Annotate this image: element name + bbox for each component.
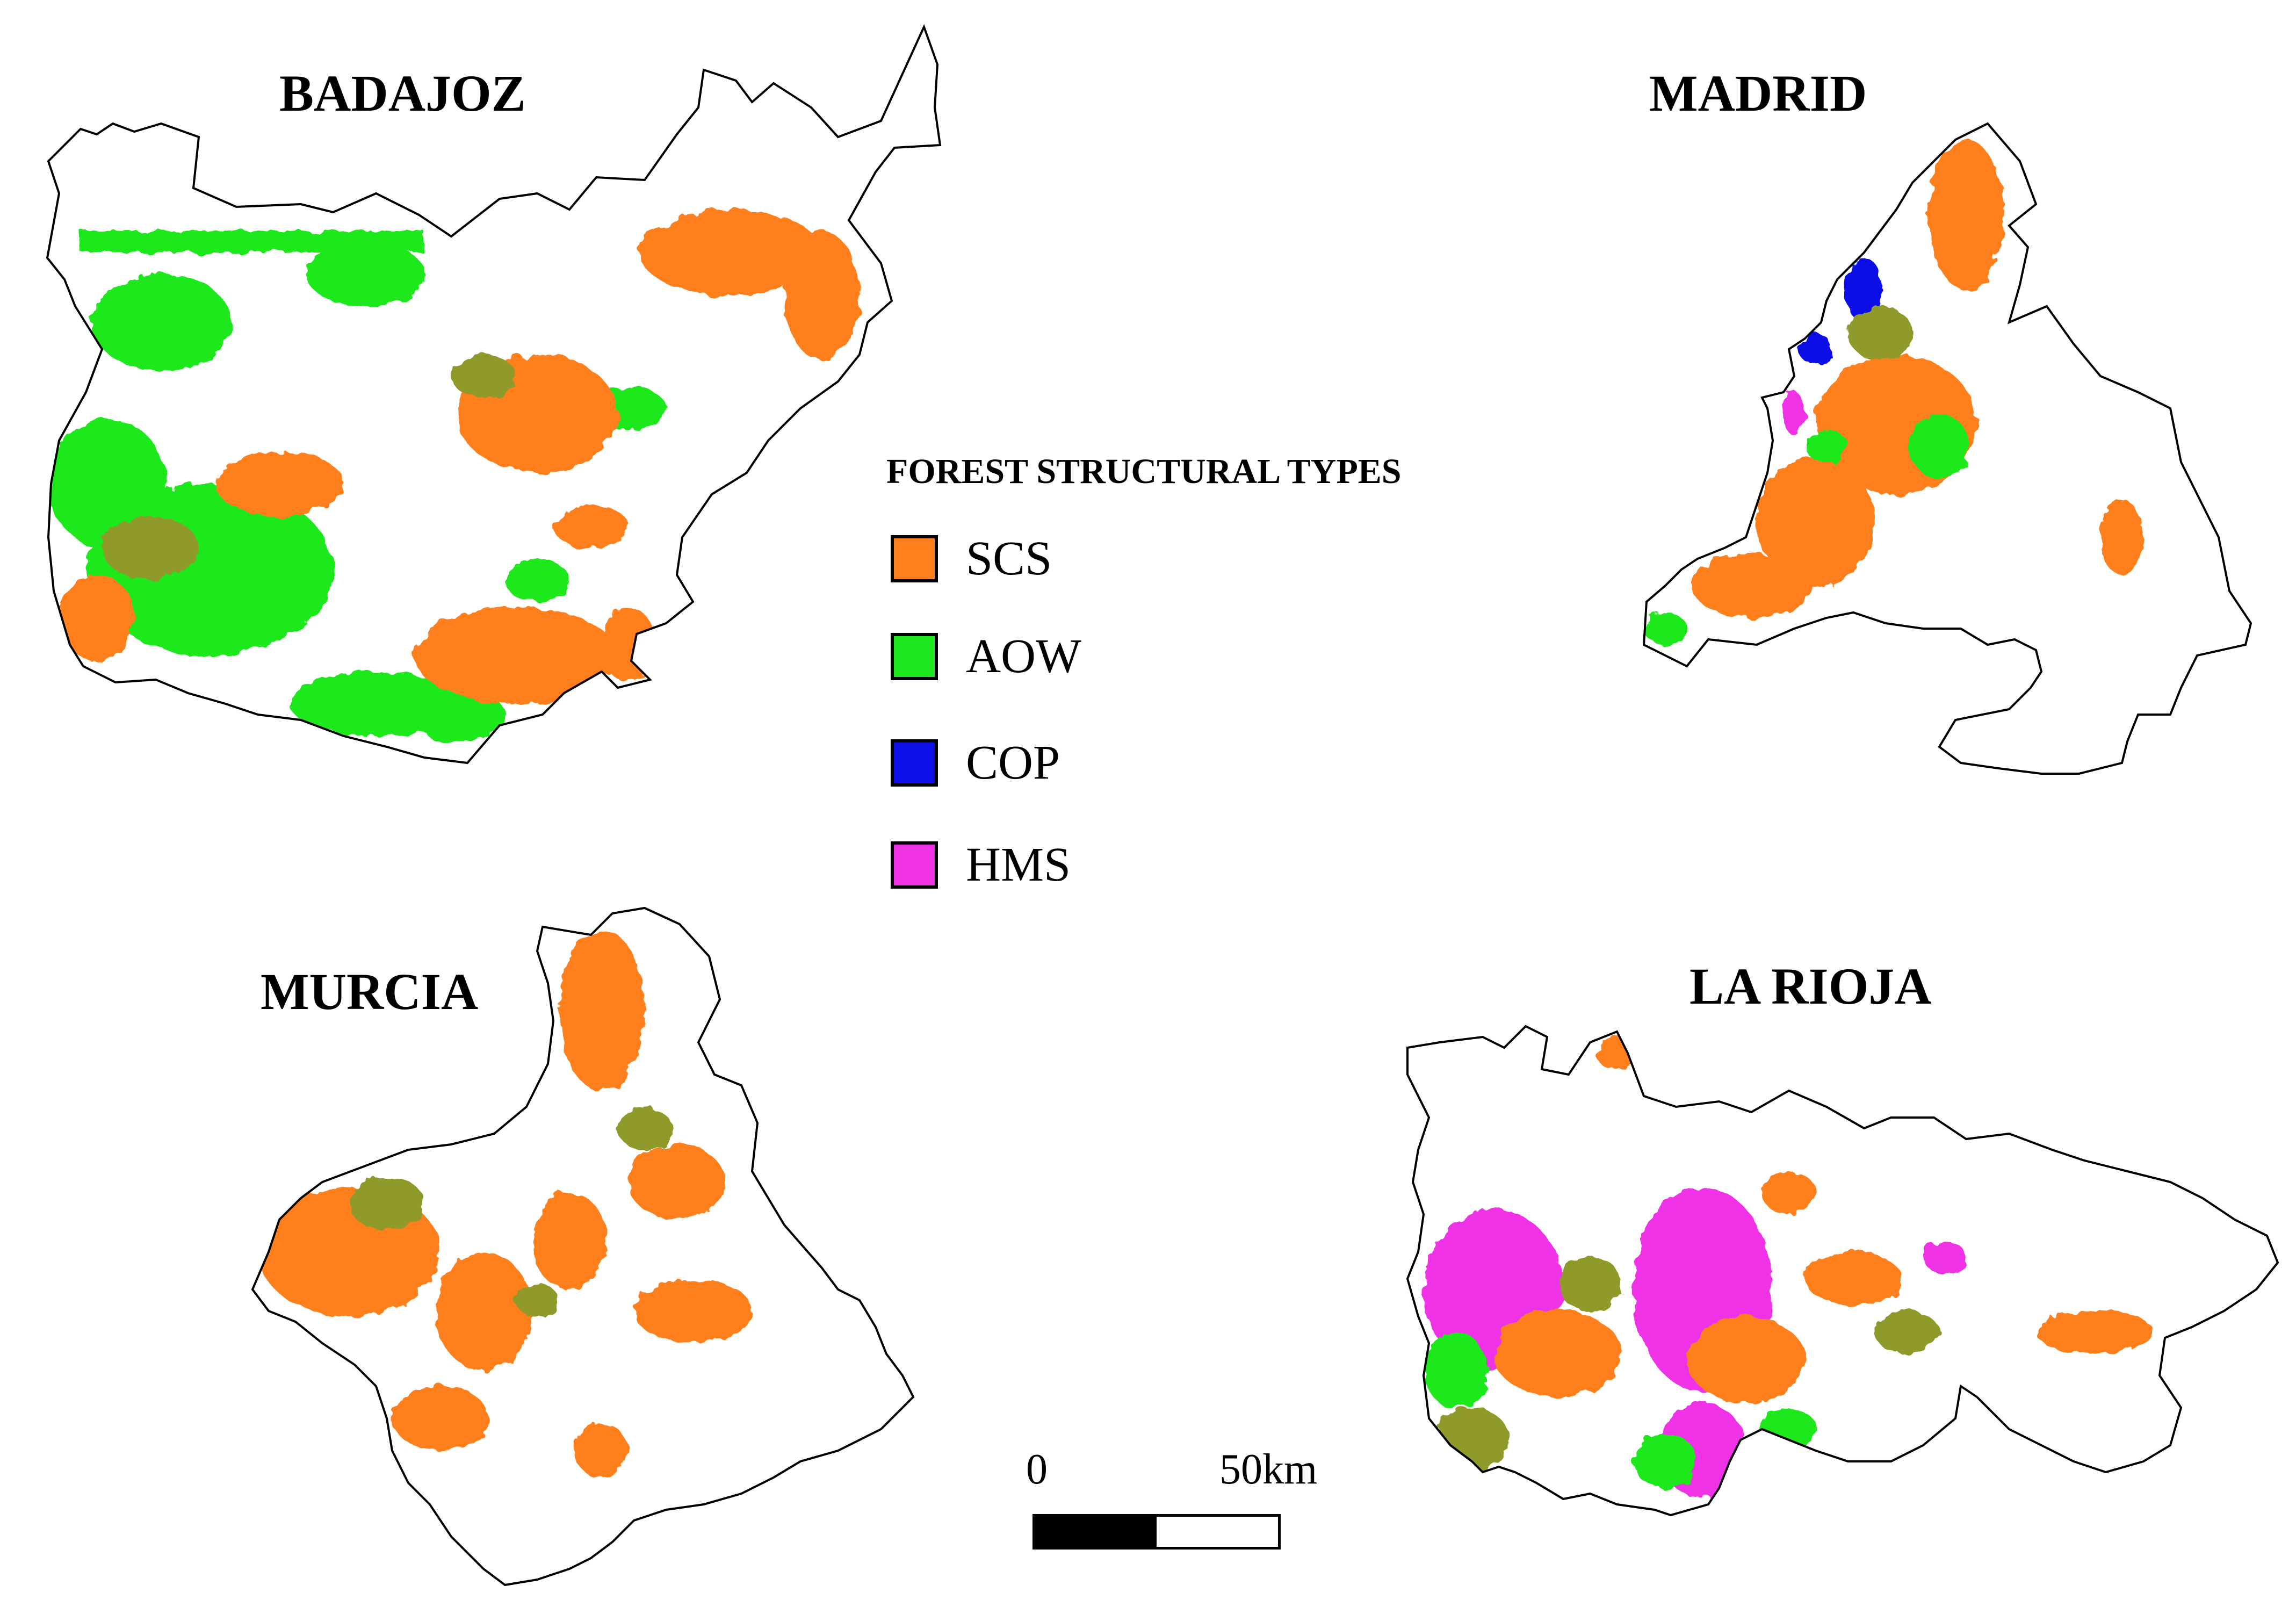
madrid-hms-patch [1784,392,1805,435]
murcia-olive-patch [349,1177,424,1230]
legend-label-hms: HMS [966,838,1071,891]
badajoz-aow-patch [505,559,569,602]
la-rioja-scs-patch [1687,1316,1805,1402]
badajoz-scs-patch [553,505,629,548]
badajoz-scs-patch [639,210,822,296]
murcia-scs-patch [435,1252,532,1370]
murcia-map [251,907,914,1586]
legend-swatch-hms [891,841,938,889]
region-title-madrid: MADRID [1649,64,1867,122]
badajoz-olive-patch [102,516,199,580]
madrid-aow-patch [1805,430,1848,462]
scale-bar-graphic [1033,1514,1281,1550]
region-title-badajoz: BADAJOZ [279,64,526,122]
legend-swatch-cop [891,739,938,787]
scale-bar: 0 50km [1026,1445,1317,1553]
madrid-scs-patch [1692,553,1810,618]
badajoz-aow-patch [91,274,231,371]
madrid-scs-patch [1929,140,2004,290]
murcia-scs-patch [634,1279,752,1343]
la-rioja-olive-patch [1875,1311,1939,1354]
la-rioja-scs-patch [1805,1252,1902,1306]
badajoz-aow-patch [408,688,505,741]
la-rioja-olive-patch [1558,1257,1622,1311]
badajoz-scs-patch [602,607,655,682]
la-rioja-aow-patch [1424,1332,1488,1408]
legend-swatch-scs [891,535,938,582]
region-title-murcia: MURCIA [261,963,479,1020]
legend-item-scs: SCS [891,531,1052,586]
legend-item-aow: AOW [891,629,1081,684]
legend-item-cop: COP [891,735,1060,790]
la-rioja-map [1406,1025,2279,1516]
la-rioja-scs-patch [1493,1311,1622,1397]
badajoz-aow-patch [306,242,424,306]
madrid-aow-patch [1644,612,1687,645]
legend-swatch-aow [891,632,938,680]
madrid-scs-patch [2100,500,2143,575]
legend-label-aow: AOW [966,630,1081,683]
murcia-olive-patch [618,1107,672,1150]
badajoz-olive-patch [451,355,516,398]
legend-label-cop: COP [966,736,1060,789]
legend-title: FOREST STRUCTURAL TYPES [886,452,1402,491]
scale-bar-end-label: 50km [1219,1446,1318,1493]
la-rioja-scs-patch [2036,1311,2154,1354]
la-rioja-aow-patch [1633,1435,1698,1488]
madrid-aow-patch [1910,414,1969,478]
legend-item-hms: HMS [891,837,1071,892]
madrid-cop-patch [1800,333,1832,365]
legend: FOREST STRUCTURAL TYPES SCS AOW COP HMS [886,451,1402,891]
badajoz-aow-patch [48,419,167,548]
murcia-olive-patch [516,1284,559,1316]
murcia-scs-patch [392,1386,489,1451]
murcia-scs-patch [559,929,645,1091]
badajoz-scs-patch [414,607,618,704]
madrid-olive-patch [1848,306,1912,360]
scale-bar-black-segment [1035,1517,1157,1547]
madrid-scs-patch [1757,457,1875,586]
murcia-scs-patch [532,1193,607,1289]
murcia-scs-patch [629,1144,725,1220]
scale-bar-start-label: 0 [1026,1446,1048,1493]
badajoz-map [46,26,941,764]
la-rioja-hms-patch [1923,1241,1966,1273]
la-rioja-scs-patch [1762,1171,1816,1214]
madrid-map [1643,122,2252,775]
scale-bar-white-segment [1157,1517,1278,1547]
madrid-cop-patch [1845,258,1883,322]
region-title-la-rioja: LA RIOJA [1689,957,1932,1015]
murcia-scs-patch [575,1424,629,1478]
badajoz-scs-patch [784,231,860,360]
badajoz-scs-patch [215,451,344,516]
la-rioja-aow-patch [1762,1408,1816,1451]
legend-label-scs: SCS [966,532,1052,585]
badajoz-scs-patch [59,575,134,661]
